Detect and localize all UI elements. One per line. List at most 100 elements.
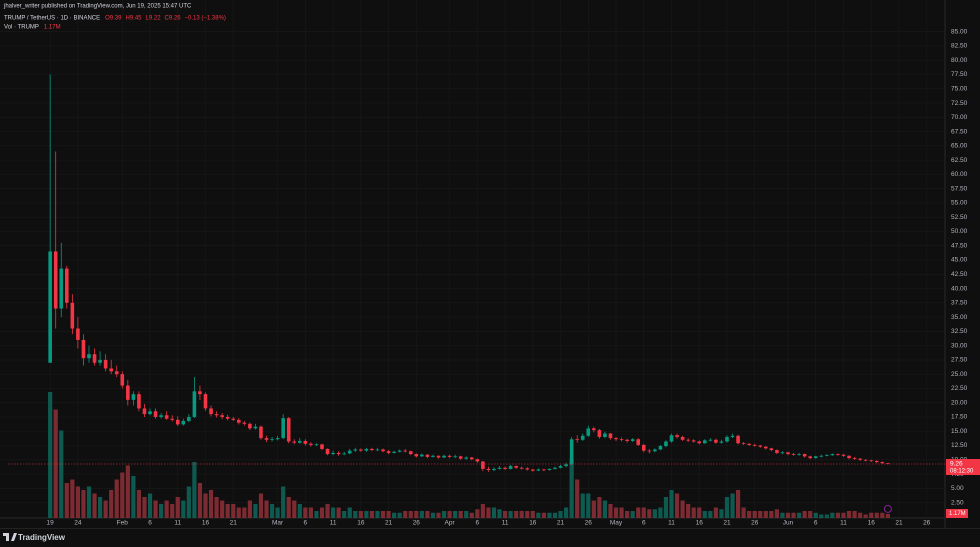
y-tick-label: 12.50 xyxy=(951,442,968,449)
y-tick-label: 25.00 xyxy=(951,371,968,378)
candle-body xyxy=(87,354,91,359)
candle-body xyxy=(752,444,757,446)
y-tick-label: 2.50 xyxy=(951,499,964,506)
volume-bar xyxy=(608,504,613,518)
x-tick-label: 11 xyxy=(502,520,509,527)
x-tick-label: 21 xyxy=(385,520,393,527)
x-tick-label: 21 xyxy=(723,520,731,527)
volume-bar xyxy=(292,500,297,518)
candle-body xyxy=(525,468,530,470)
volume-bar xyxy=(863,514,868,518)
candle-body xyxy=(453,456,457,458)
volume-bar xyxy=(303,507,308,518)
candle-body xyxy=(741,443,746,445)
volume-bar xyxy=(846,511,852,518)
candle-body xyxy=(292,441,297,443)
volume-bar xyxy=(824,514,829,518)
candle-body xyxy=(53,251,58,309)
footer: TradingView xyxy=(0,528,980,547)
candle-body xyxy=(608,433,613,439)
volume-bar xyxy=(547,512,552,518)
candle-body xyxy=(508,466,513,469)
publisher: jhalver_writer published on TradingView.… xyxy=(3,4,192,10)
volume-bar xyxy=(386,511,391,518)
x-tick-label: 16 xyxy=(357,520,365,527)
volume-bar xyxy=(392,512,397,518)
x-tick-label: 21 xyxy=(895,520,903,527)
volume-bar xyxy=(830,512,835,518)
x-tick-label: 16 xyxy=(529,520,537,527)
candle-body xyxy=(131,394,136,400)
volume-bar xyxy=(602,500,608,518)
volume-bar xyxy=(730,493,735,518)
volume-bar xyxy=(231,504,236,518)
candle-body xyxy=(575,439,579,441)
volume-bar xyxy=(142,497,147,518)
volume-bar xyxy=(81,490,86,518)
y-tick-label: 70.00 xyxy=(951,114,968,121)
x-tick-label: Apr xyxy=(445,520,456,527)
volume-bar xyxy=(258,493,264,518)
candle-body xyxy=(492,468,496,471)
volume-bar xyxy=(281,486,286,518)
y-tick-label: 35.00 xyxy=(951,314,968,321)
candle-body xyxy=(714,439,718,443)
volume-bar xyxy=(874,512,879,518)
candle-body xyxy=(431,455,435,457)
volume-bar xyxy=(181,500,186,518)
candle-body xyxy=(852,458,857,459)
candle-body xyxy=(98,359,102,363)
volume-label-box xyxy=(946,509,968,518)
candle-body xyxy=(669,435,674,442)
candle-body xyxy=(636,439,641,445)
candle-body xyxy=(836,454,840,455)
x-tick-label: 16 xyxy=(868,520,876,527)
x-tick-label: Mar xyxy=(272,520,284,527)
candle-body xyxy=(120,374,125,386)
candle-body xyxy=(597,430,602,437)
volume-bar xyxy=(325,504,330,518)
volume-bar xyxy=(347,507,352,518)
volume-bar xyxy=(458,511,463,518)
candle-body xyxy=(220,415,224,417)
volume-bar xyxy=(120,472,125,518)
volume-bar xyxy=(580,493,585,518)
y-tick-label: 57.50 xyxy=(951,185,968,192)
volume-bar xyxy=(419,511,424,518)
volume-bar xyxy=(819,514,824,518)
volume-bar xyxy=(791,512,796,518)
candle-body xyxy=(236,419,241,423)
candle-body xyxy=(314,444,319,446)
x-tick-label: 6 xyxy=(148,520,152,527)
candle-body xyxy=(109,368,113,372)
volume-bar xyxy=(575,479,580,518)
candle-body xyxy=(403,450,408,452)
candle-body xyxy=(286,418,291,442)
candle-body xyxy=(747,443,751,445)
volume-bar xyxy=(136,490,142,518)
volume-bar xyxy=(214,497,219,518)
volume-bar xyxy=(59,430,64,518)
volume-bar xyxy=(885,513,890,518)
candle-body xyxy=(886,463,890,465)
volume-bar xyxy=(97,497,103,518)
volume-bar xyxy=(319,507,325,518)
volume-bar xyxy=(275,507,280,518)
y-tick-label: 42.50 xyxy=(951,271,968,278)
volume-bar xyxy=(741,507,746,518)
candle-body xyxy=(874,460,879,463)
volume-bar xyxy=(464,511,469,518)
countdown: 08:12:30 xyxy=(950,469,974,475)
candle-body xyxy=(791,454,796,455)
y-tick-label: 22.50 xyxy=(951,385,968,392)
volume-bar xyxy=(236,507,241,518)
candle-body xyxy=(353,449,358,451)
y-tick-label: 82.50 xyxy=(951,43,968,50)
volume-bar xyxy=(486,507,491,518)
volume-bar xyxy=(858,512,863,518)
candle-body xyxy=(580,435,585,440)
volume-bar xyxy=(414,511,419,518)
volume-bar xyxy=(514,511,519,518)
volume-bar xyxy=(636,507,641,518)
axes: 2.505.007.5010.0012.5015.0017.5020.0022.… xyxy=(8,28,980,527)
